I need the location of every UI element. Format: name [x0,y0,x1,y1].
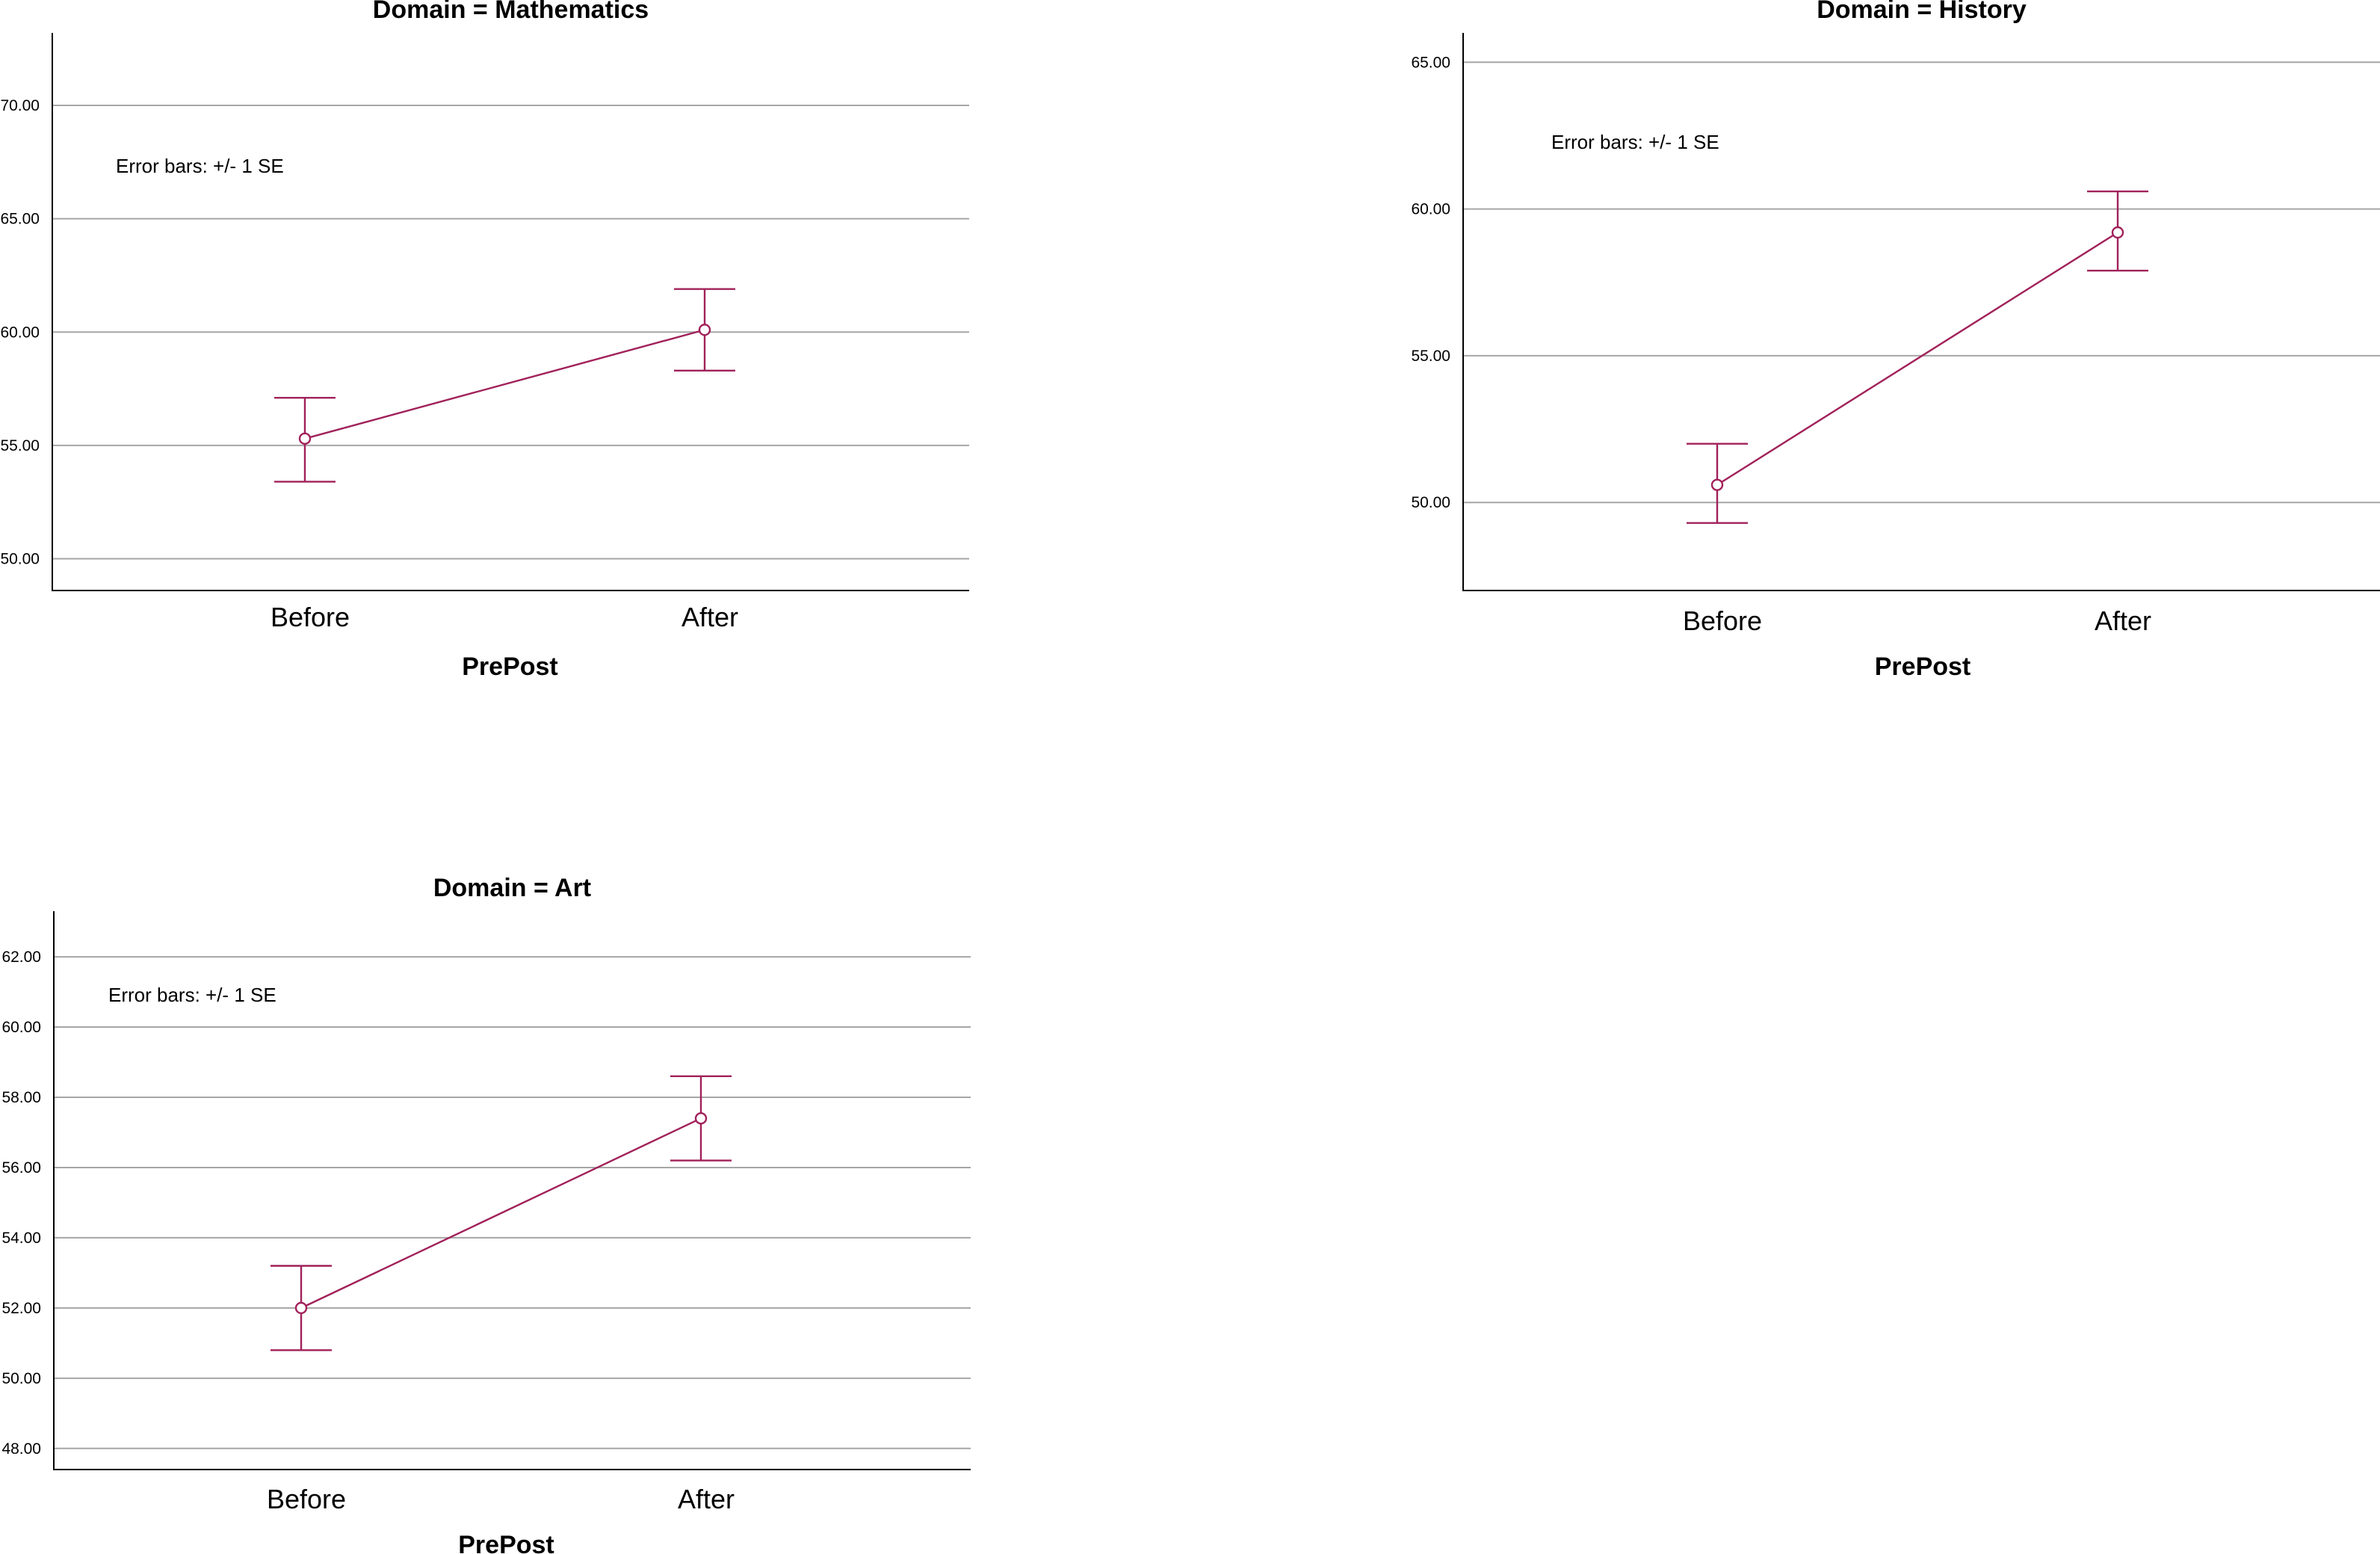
x-tick-label-before: Before [271,602,350,632]
series-line [300,1117,702,1309]
x-tick-label-after: After [2095,605,2151,636]
error-bar-note: Error bars: +/- 1 SE [116,155,284,177]
x-axis-title: PrePost [462,653,558,681]
chart-panel-2: 50.00 55.00 60.00 65.00 Domain = History Erro… [1411,0,2380,681]
y-tick-label: 60.00 [1411,201,1450,218]
y-tick-label: 50.00 [0,551,40,568]
chart-panel-3: 48.00 50.00 52.00 54.00 56.00 58.00 60.00 62.00… [1,874,971,1554]
chart-title: Domain = Art [433,874,591,902]
y-tick-label: 65.00 [0,211,40,228]
error-bar-note: Error bars: +/- 1 SE [108,984,276,1006]
x-axis-title: PrePost [458,1531,554,1554]
y-tick-label: 60.00 [0,324,40,341]
axes [1462,33,2380,591]
y-tick-label: 54.00 [1,1230,41,1247]
y-tick-label: 62.00 [1,949,41,966]
data-point [298,432,312,445]
error-bar-note: Error bars: +/- 1 SE [1551,131,1719,153]
x-tick-label-after: After [678,1484,735,1514]
chart-panel-1: 50.00 55.00 60.00 65.00 70.00 Domain = Mathem… [0,0,969,681]
y-tick-label: 50.00 [1411,494,1450,511]
y-tick-label: 58.00 [1,1089,41,1106]
x-tick-label-before: Before [267,1484,346,1514]
y-tick-label: 48.00 [1,1440,41,1458]
chart-title: Domain = History [1817,0,2027,24]
series-line [1716,231,2118,486]
chart-title: Domain = Mathematics [373,0,649,24]
y-tick-label: 55.00 [1411,348,1450,365]
y-tick-label: 60.00 [1,1019,41,1036]
data-point [694,1111,708,1125]
y-tick-label: 52.00 [1,1300,41,1317]
data-point [698,324,711,336]
data-point [1710,478,1724,491]
axes [53,911,971,1470]
y-tick-label: 55.00 [0,437,40,454]
x-tick-label-after: After [681,602,738,632]
x-axis-title: PrePost [1875,653,1971,681]
series-line [304,329,705,440]
axes [52,33,969,591]
y-tick-label: 56.00 [1,1159,41,1177]
y-tick-label: 50.00 [1,1370,41,1387]
data-point [2111,226,2124,239]
y-tick-label: 70.00 [0,97,40,114]
data-point [294,1301,308,1315]
y-tick-label: 65.00 [1411,54,1450,71]
x-tick-label-before: Before [1683,605,1762,636]
